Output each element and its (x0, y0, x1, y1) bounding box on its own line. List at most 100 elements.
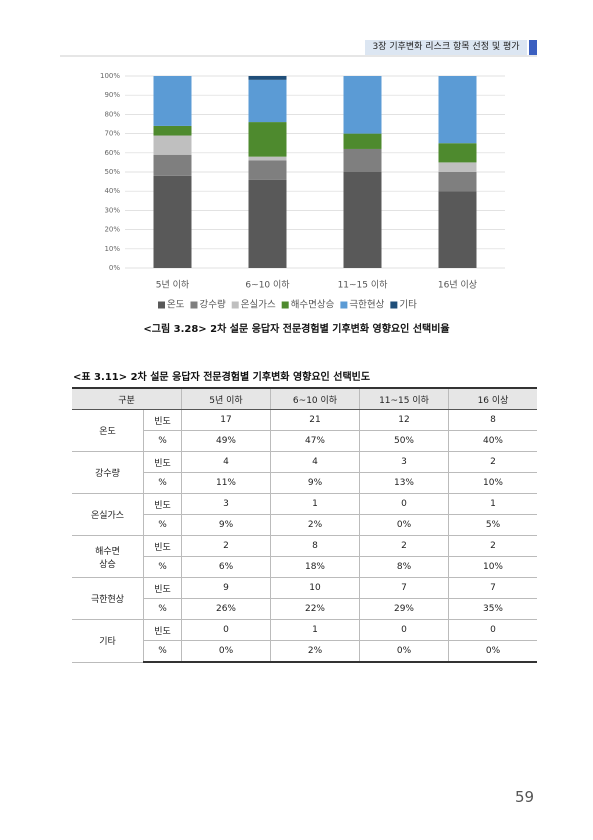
group-label: 극한현상 (72, 577, 144, 620)
table-cell: 1 (448, 493, 537, 515)
table-cell: 40% (448, 430, 537, 452)
bar-segment (343, 148, 382, 172)
group-label: 강수량 (72, 451, 144, 494)
table-cell: 7 (448, 577, 537, 599)
bar-segment (153, 125, 192, 136)
y-tick-label: 60% (104, 149, 120, 157)
bar-segment (248, 160, 287, 180)
bar-segment (343, 133, 382, 149)
bar-segment (438, 76, 477, 144)
table-cell: 8% (359, 556, 449, 578)
bar-segment (343, 76, 382, 134)
y-tick-label: 90% (104, 91, 120, 99)
y-tick-label: 20% (104, 226, 120, 234)
row-label: % (143, 598, 182, 620)
bar-segment (153, 154, 192, 176)
table-cell: 2 (181, 535, 271, 557)
bar-segment (248, 179, 287, 268)
legend-label: 온도 (167, 300, 185, 311)
row-label: % (143, 430, 182, 452)
legend-swatch (340, 301, 348, 309)
table-cell: 13% (359, 472, 449, 494)
header-cell: 5년 이하 (181, 387, 271, 410)
legend-label: 극한현상 (349, 300, 384, 311)
header-cell: 16 이상 (448, 387, 537, 410)
table-cell: 2 (359, 535, 449, 557)
table-cell: 1 (270, 493, 360, 515)
legend-swatch (390, 301, 398, 309)
table-cell: 0% (359, 514, 449, 536)
x-tick-label: 5년 이하 (156, 280, 190, 291)
header-marker (529, 40, 537, 55)
row-label: % (143, 514, 182, 536)
y-tick-label: 10% (104, 245, 120, 253)
table-cell: 2 (448, 451, 537, 473)
legend-swatch (231, 301, 239, 309)
table-row: 기타 빈도 0 1 0 0 (72, 619, 537, 663)
bar-segment (153, 135, 192, 155)
table-cell: 9 (181, 577, 271, 599)
table-cell: 11% (181, 472, 271, 494)
legend-swatch (281, 301, 289, 309)
table-cell: 4 (270, 451, 360, 473)
table-cell: 5% (448, 514, 537, 536)
bar-segment (343, 172, 382, 268)
y-tick-label: 50% (104, 168, 120, 176)
table-cell: 6% (181, 556, 271, 578)
table-cell: 49% (181, 430, 271, 452)
bar-segment (153, 175, 192, 268)
table-title: <표 3.11> 2차 설문 응답자 전문경험별 기후변화 영향요인 선택빈도 (73, 372, 371, 383)
table-cell: 0 (359, 493, 449, 515)
table-row: 온도 빈도 17 21 12 8 (72, 409, 537, 452)
table-row: 온실가스 빈도 3 1 0 1 (72, 493, 537, 536)
table-cell: 26% (181, 598, 271, 620)
y-tick-label: 80% (104, 110, 120, 118)
legend-label: 강수량 (199, 299, 225, 311)
table-cell: 8 (448, 409, 537, 431)
bar-segment (438, 172, 477, 192)
row-label: % (143, 472, 182, 494)
table-row: % 26% 22% 29% 35% (72, 598, 537, 620)
table-row: 극한현상 빈도 9 10 7 7 (72, 577, 537, 620)
section-header: 3장 기후변화 리스크 항목 선정 및 평가 (365, 40, 527, 55)
table-cell: 18% (270, 556, 360, 578)
table-cell: 2 (448, 535, 537, 557)
row-label: % (143, 640, 182, 663)
table-cell: 35% (448, 598, 537, 620)
table-cell: 12 (359, 409, 449, 431)
y-tick-label: 70% (104, 130, 120, 138)
table-cell: 22% (270, 598, 360, 620)
bar-segment (248, 122, 287, 157)
header-row: 구분 5년 이하 6~10 이하 11~15 이하 16 이상 (72, 387, 537, 410)
group-label: 기타 (72, 619, 144, 663)
header-cell: 구분 (72, 387, 182, 410)
y-tick-label: 30% (104, 206, 120, 214)
legend-label: 기타 (399, 300, 417, 311)
table-cell: 3 (359, 451, 449, 473)
table-row: % 6% 18% 8% 10% (72, 556, 537, 578)
table-row: % 49% 47% 50% 40% (72, 430, 537, 452)
bar-segment (248, 79, 287, 123)
table-cell: 9% (181, 514, 271, 536)
table-cell: 3 (181, 493, 271, 515)
x-tick-label: 11~15 이하 (338, 280, 389, 291)
table-cell: 2% (270, 640, 360, 663)
legend-swatch (190, 301, 198, 309)
table-row: 해수면 상승 빈도 2 8 2 2 (72, 535, 537, 578)
table-cell: 10% (448, 472, 537, 494)
figure-caption: <그림 3.28> 2차 설문 응답자 전문경험별 기후변화 영향요인 선택비율 (143, 324, 450, 335)
table-cell: 29% (359, 598, 449, 620)
row-label: 빈도 (143, 409, 182, 431)
table-cell: 10 (270, 577, 360, 599)
table-cell: 10% (448, 556, 537, 578)
group-label: 온실가스 (72, 493, 144, 536)
table-cell: 0% (359, 640, 449, 663)
x-tick-label: 6~10 이하 (245, 280, 290, 291)
table-cell: 9% (270, 472, 360, 494)
row-label: 빈도 (143, 577, 182, 599)
row-label: 빈도 (143, 619, 182, 641)
table-cell: 50% (359, 430, 449, 452)
table-cell: 17 (181, 409, 271, 431)
bar-segment (438, 143, 477, 163)
